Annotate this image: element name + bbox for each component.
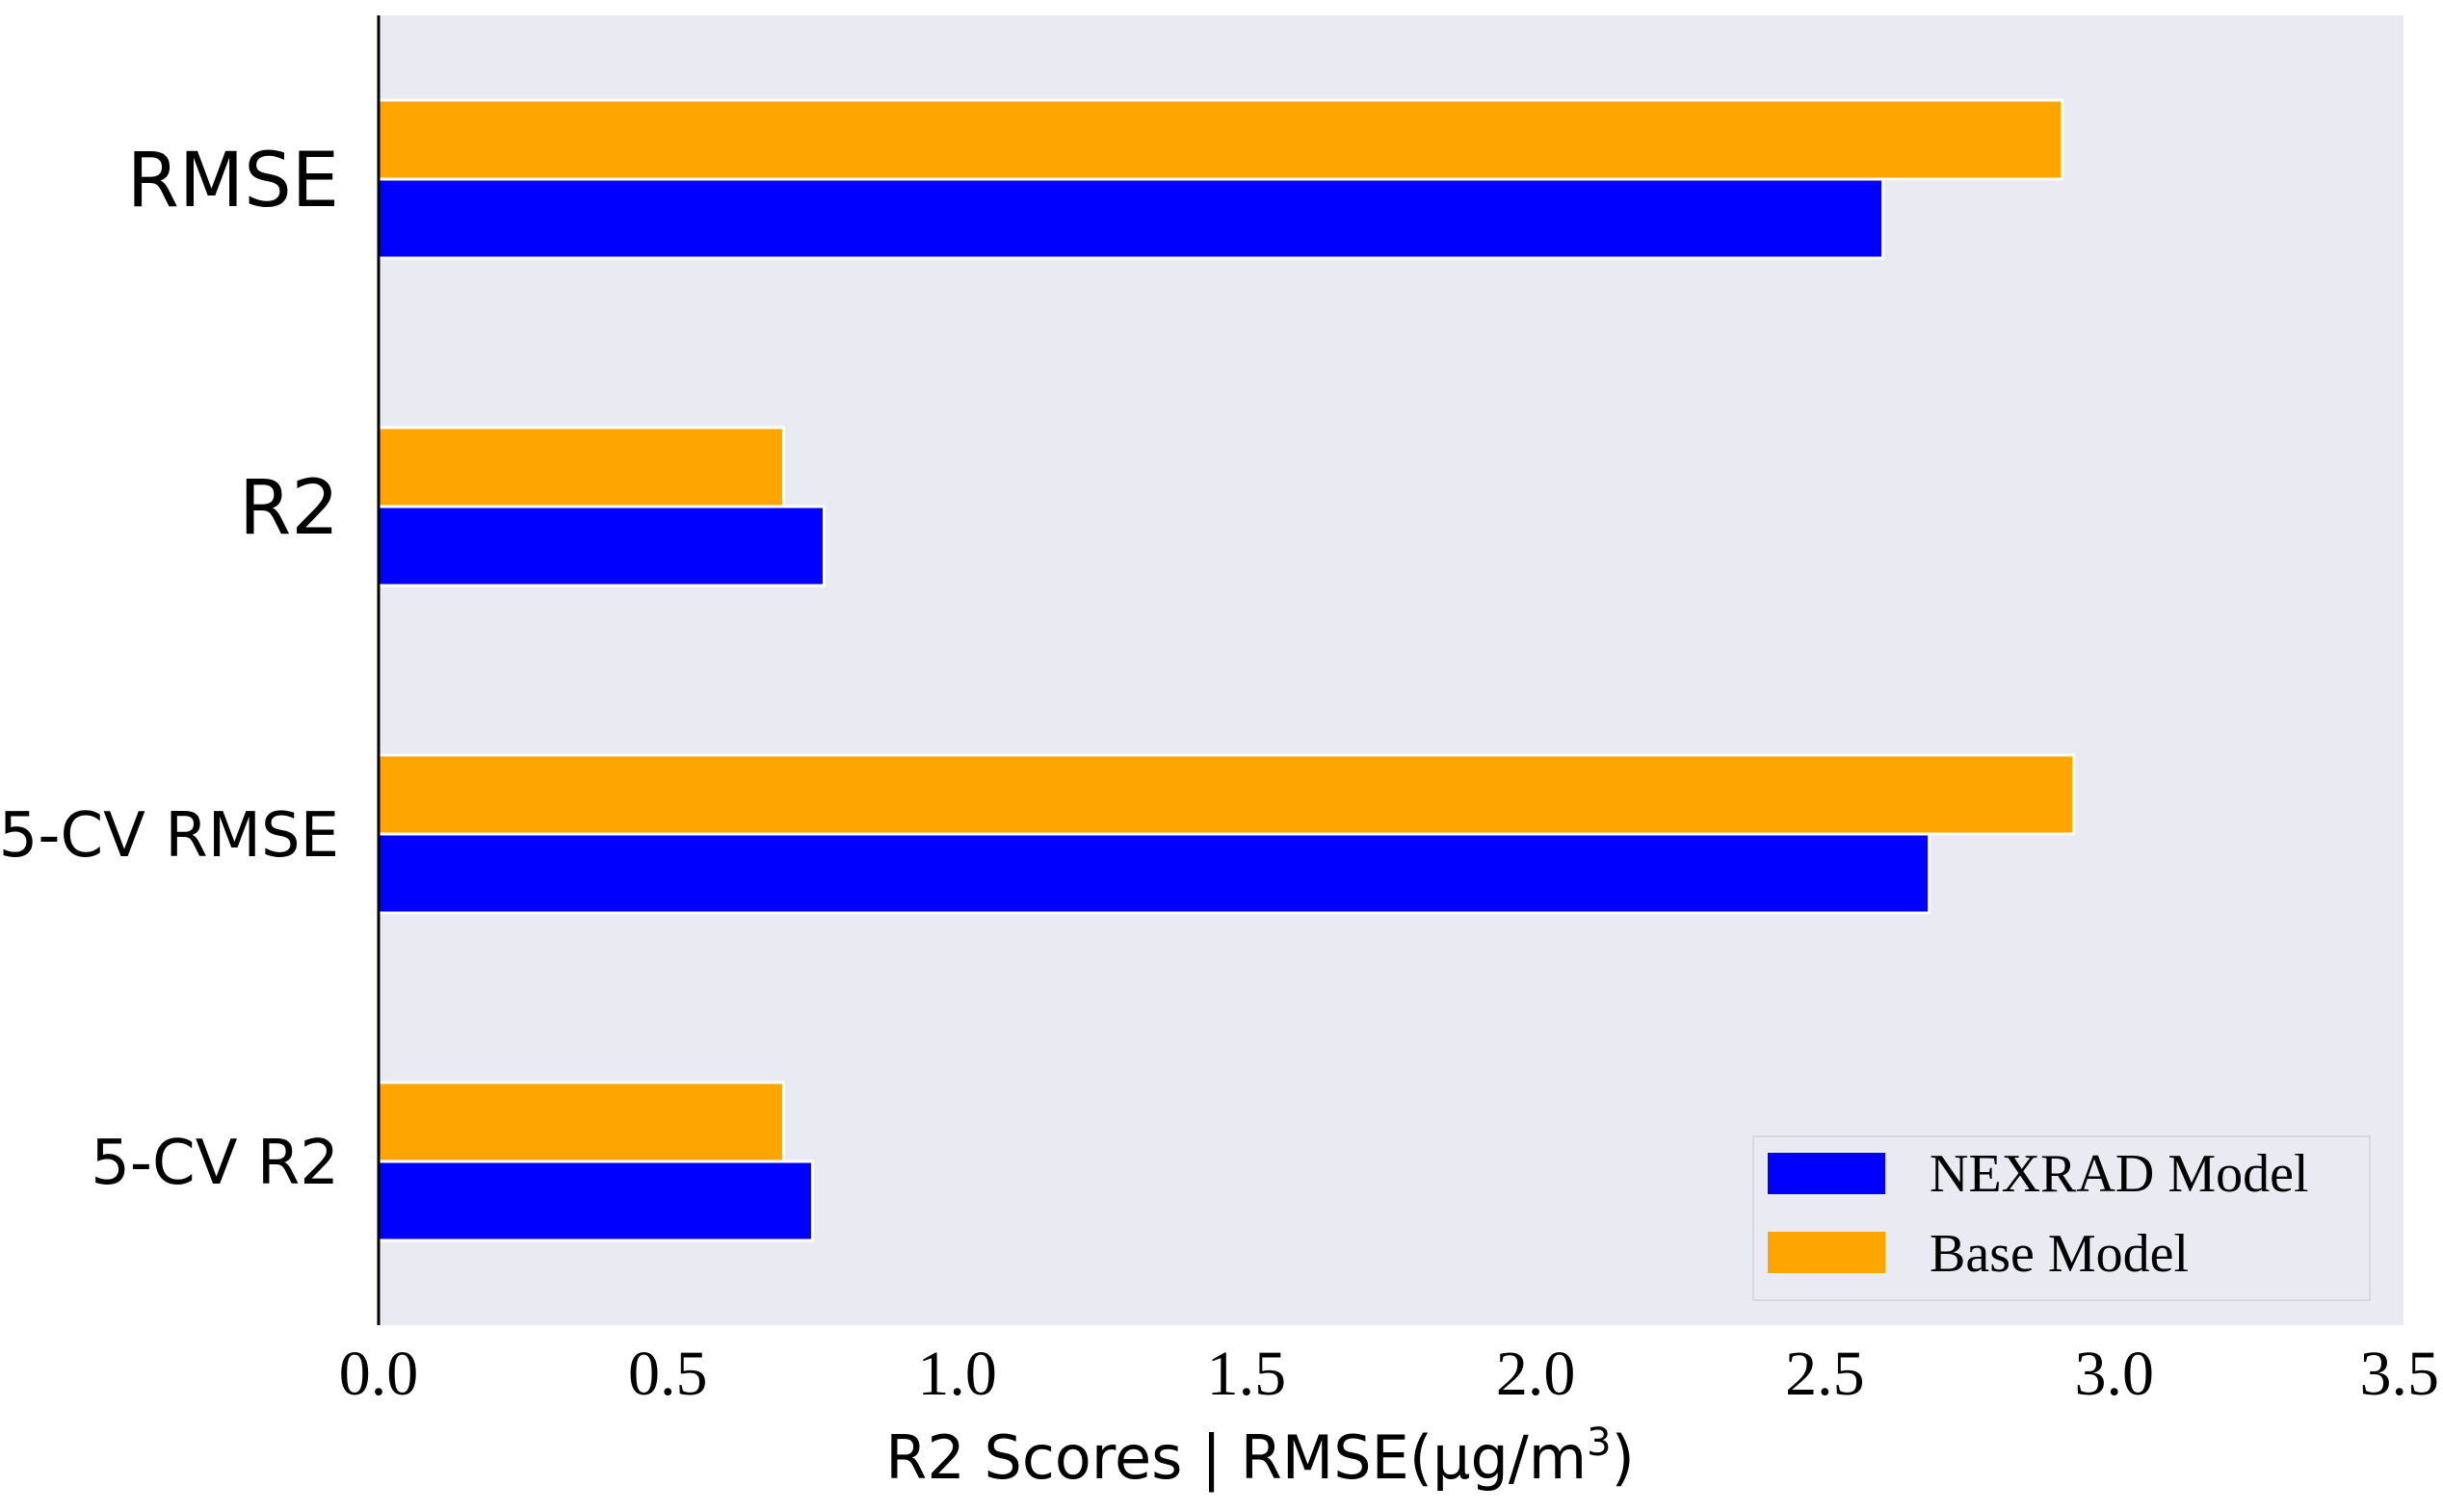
x-tick-label-3-5: 3.5: [2360, 1339, 2440, 1409]
legend-label-base-model: Base Model: [1930, 1224, 2189, 1284]
category-label-5-cv-r2: 5-CV R2: [91, 1128, 339, 1199]
x-tick-label-0-5: 0.5: [628, 1339, 708, 1409]
x-axis-title: R2 Scores | RMSE(μg/m3): [885, 1421, 1635, 1494]
legend-label-nexrad-model: NEXRAD Model: [1930, 1144, 2309, 1204]
x-axis-title-main: R2 Scores | RMSE(μg/m: [885, 1422, 1587, 1494]
x-axis-title-superscript: 3: [1587, 1421, 1611, 1465]
category-label-5-cv-rmse: 5-CV RMSE: [0, 800, 339, 872]
x-tick-label-2-0: 2.0: [1496, 1339, 1576, 1409]
bar-5-cv-r2-nexrad-model: [377, 1160, 814, 1242]
legend: NEXRAD Model Base Model: [1752, 1135, 2371, 1301]
category-labels: RMSE R2 5-CV RMSE 5-CV R2: [0, 138, 339, 1199]
bar-5-cv-rmse-base-model: [377, 753, 2076, 836]
category-label-r2: R2: [239, 465, 339, 552]
bar-rmse-nexrad-model: [377, 177, 1884, 260]
x-tick-label-0-0: 0.0: [339, 1339, 419, 1409]
legend-swatch-nexrad-model: [1768, 1153, 1885, 1194]
bars-group: [377, 98, 2076, 1242]
x-tick-label-1-0: 1.0: [917, 1339, 997, 1409]
bar-rmse-base-model: [377, 98, 2064, 181]
bar-r2-base-model: [377, 426, 785, 508]
legend-swatch-base-model: [1768, 1232, 1885, 1273]
x-tick-label-1-5: 1.5: [1207, 1339, 1287, 1409]
x-tick-labels: 0.0 0.5 1.0 1.5 2.0 2.5 3.0 3.5: [339, 1339, 2439, 1409]
bar-r2-nexrad-model: [377, 505, 826, 587]
bar-5-cv-r2-base-model: [377, 1081, 785, 1163]
x-tick-label-2-5: 2.5: [1785, 1339, 1865, 1409]
category-label-rmse: RMSE: [127, 138, 339, 224]
x-axis-title-end: ): [1612, 1422, 1635, 1493]
x-tick-label-3-0: 3.0: [2074, 1339, 2154, 1409]
bar-5-cv-rmse-nexrad-model: [377, 832, 1931, 915]
